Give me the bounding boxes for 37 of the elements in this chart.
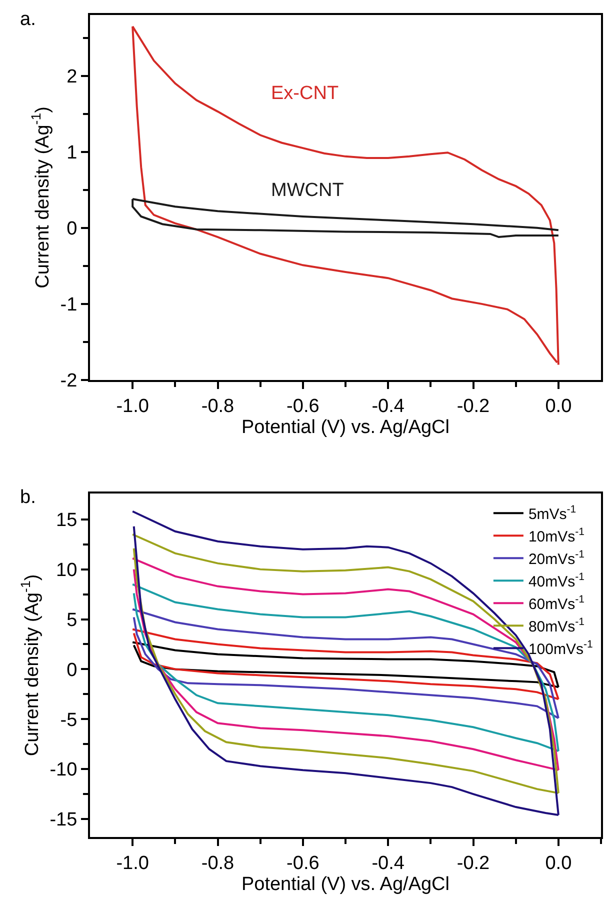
x-tick-label: -0.4: [372, 852, 405, 874]
y-tick-label: -1: [60, 294, 78, 316]
y-tick-label: 15: [56, 510, 78, 532]
x-tick-label: -0.2: [456, 852, 490, 874]
x-tick-label: 0.0: [545, 396, 572, 417]
y-tick-label: 0: [66, 218, 78, 240]
x-tick-label: -0.6: [286, 852, 320, 874]
text: a.: [20, 9, 36, 30]
x-tick-label: -0.8: [201, 852, 234, 874]
x-axis-title: Potential (V) vs. Ag/AgCl: [241, 417, 450, 438]
x-tick-label: 0.0: [545, 852, 572, 874]
legend-label: 20mVs$^{-1}$: [528, 548, 585, 568]
legend-label: 60mVs$^{-1}$: [528, 594, 585, 613]
legend-label: 40mVs$^{-1}$: [528, 571, 585, 590]
x-tick-label: -0.6: [286, 396, 320, 417]
x-tick-label: -1.0: [116, 852, 149, 874]
x-axis-title: Potential (V) vs. Ag/AgCl: [241, 874, 450, 896]
y-tick-label: 1: [66, 142, 78, 164]
legend-label: 10mVs$^{-1}$: [528, 526, 585, 546]
y-tick-label: 0: [66, 660, 78, 681]
legend-label: 80mVs$^{-1}$: [528, 616, 585, 636]
series-label: MWCNT: [271, 180, 344, 201]
x-tick-label: -0.8: [201, 396, 234, 417]
text: b.: [20, 487, 36, 508]
y-tick-label: 5: [66, 610, 78, 631]
y-tick-label: -5: [60, 710, 78, 731]
y-tick-label: 2: [66, 66, 78, 88]
y-tick-label: 10: [56, 560, 78, 581]
y-tick-label: -2: [60, 370, 78, 392]
series-label: Ex-CNT: [271, 83, 339, 104]
x-tick-label: -0.4: [372, 396, 405, 417]
legend-label: 5mVs$^{-1}$: [528, 504, 576, 523]
y-tick-label: -10: [50, 760, 78, 781]
x-tick-label: -0.2: [456, 396, 490, 417]
y-tick-label: -15: [50, 810, 78, 831]
legend-label: 100mVs$^{-1}$: [528, 638, 593, 658]
x-tick-label: -1.0: [116, 396, 149, 417]
